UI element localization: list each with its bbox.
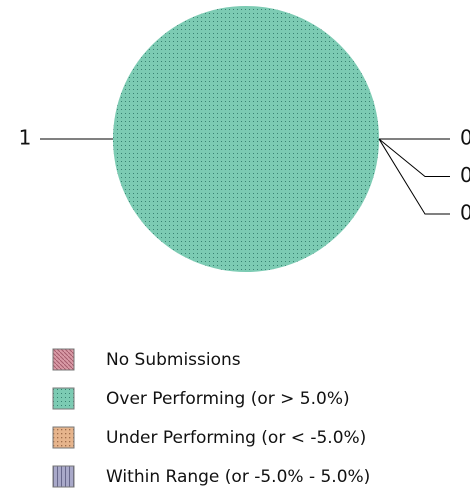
legend-swatch	[52, 387, 75, 410]
slice-label: 0	[460, 163, 470, 187]
legend-swatch	[52, 426, 75, 449]
label-leader	[378, 138, 450, 177]
pie-slice	[113, 6, 379, 272]
slice-label: 1	[19, 126, 32, 150]
legend-swatch	[52, 348, 75, 371]
legend-label: Under Performing (or < -5.0%)	[106, 428, 366, 448]
slice-label: 0	[460, 201, 470, 225]
legend-label: Within Range (or -5.0% - 5.0%)	[106, 467, 370, 487]
legend-label: No Submissions	[106, 350, 241, 370]
label-leader	[378, 138, 450, 215]
legend-label: Over Performing (or > 5.0%)	[106, 389, 350, 409]
legend-swatch	[52, 465, 75, 488]
slice-label: 0	[460, 126, 470, 150]
